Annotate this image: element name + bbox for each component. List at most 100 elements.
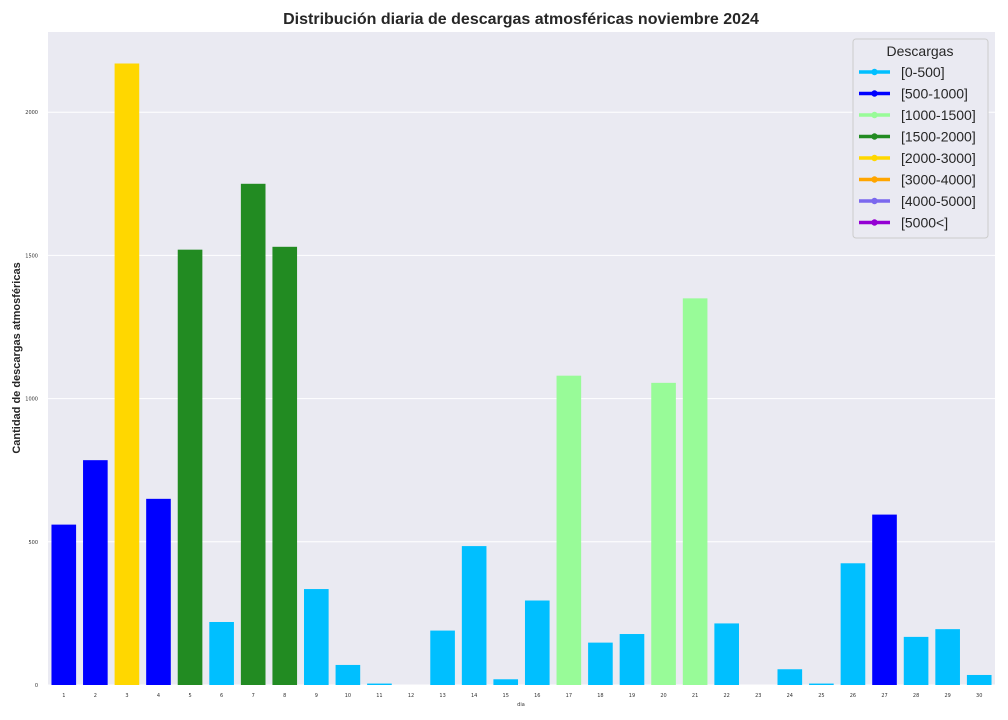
- x-tick-labels: 1 2 3 4 5 6 7 8 9 10 11 12 13 14 15 16 17 18 19 20 21 22 23 24 2…: [62, 693, 982, 699]
- legend-items: [0-500] [500-1000] [1000-1500] [1500-2000] […: [859, 64, 976, 231]
- bar: [367, 683, 392, 685]
- bar: [588, 642, 613, 685]
- legend-label: [3000-4000]: [901, 172, 976, 188]
- x-tick-label: 12: [408, 693, 414, 699]
- legend-item: [4000-5000]: [859, 193, 976, 209]
- bar: [430, 630, 455, 685]
- legend-swatch-marker: [871, 176, 878, 183]
- x-tick-label: 27: [881, 693, 887, 699]
- x-tick-label: 25: [818, 693, 824, 699]
- bar: [966, 674, 992, 685]
- grid-lines: [48, 111, 995, 686]
- x-tick-label: 17: [566, 693, 572, 699]
- bar: [146, 498, 171, 685]
- x-tick-label: 4: [157, 693, 160, 699]
- bar: [304, 589, 329, 685]
- bar: [872, 514, 897, 685]
- y-tick-label: 0: [35, 683, 38, 689]
- y-tick-label: 1000: [25, 397, 38, 403]
- legend-box: [852, 38, 989, 239]
- x-tick-label: 29: [944, 693, 950, 699]
- bar: [903, 636, 929, 685]
- legend-item: [0-500]: [859, 64, 945, 80]
- bar: [335, 664, 361, 685]
- bar: [935, 629, 960, 685]
- chart-title: Distribución diaria de descargas atmosfé…: [283, 11, 759, 28]
- legend-item: [500-1000]: [859, 86, 968, 102]
- bar: [272, 246, 298, 686]
- bar: [524, 600, 550, 685]
- legend-item: [3000-4000]: [859, 172, 976, 188]
- legend-label: [4000-5000]: [901, 193, 976, 209]
- bar: [177, 249, 203, 685]
- legend-swatch-marker: [871, 68, 878, 76]
- legend-title: Descargas: [887, 43, 954, 59]
- x-tick-label: 14: [471, 693, 477, 699]
- x-tick-label: 1: [62, 693, 65, 699]
- x-tick-label: 7: [252, 693, 255, 699]
- x-tick-label: 6: [220, 693, 223, 699]
- bar: [240, 183, 266, 685]
- x-tick-label: 19: [629, 693, 635, 699]
- x-tick-label: 28: [913, 693, 919, 699]
- bar: [714, 623, 739, 685]
- x-axis-label: dia: [517, 702, 525, 708]
- bar: [51, 524, 77, 685]
- bar: [809, 683, 834, 685]
- x-tick-label: 30: [976, 693, 982, 699]
- x-tick-label: 18: [597, 693, 603, 699]
- x-tick-label: 20: [660, 693, 666, 699]
- legend-label: [500-1000]: [901, 86, 968, 102]
- legend-swatch-marker: [871, 154, 878, 162]
- x-tick-label: 24: [787, 693, 793, 699]
- legend-label: [1000-1500]: [901, 107, 976, 123]
- bar: [777, 669, 803, 685]
- legend: Descargas [0-500] [500-1000] [1000-1500] [1…: [852, 38, 989, 239]
- x-tick-label: 11: [376, 693, 382, 699]
- x-tick-label: 5: [188, 693, 191, 699]
- legend-item: [1000-1500]: [859, 107, 976, 123]
- legend-label: [1500-2000]: [901, 129, 976, 145]
- bar: [461, 546, 487, 685]
- bar: [209, 621, 234, 685]
- bar: [682, 298, 708, 685]
- x-tick-label: 2: [94, 693, 97, 699]
- legend-item: [2000-3000]: [859, 150, 976, 166]
- bars: [51, 63, 992, 686]
- bar: [493, 679, 519, 685]
- bar: [114, 63, 140, 685]
- x-tick-label: 21: [692, 693, 698, 699]
- legend-item: [5000<]: [859, 215, 948, 231]
- x-tick-label: 9: [315, 693, 318, 699]
- x-tick-label: 15: [503, 693, 509, 699]
- legend-swatch-marker: [871, 197, 878, 205]
- bar: [556, 375, 582, 685]
- legend-swatch-marker: [871, 133, 878, 140]
- x-tick-label: 10: [345, 693, 351, 699]
- plot-area: [48, 32, 995, 685]
- x-tick-label: 22: [723, 693, 729, 699]
- y-tick-label: 1500: [25, 253, 38, 259]
- bar: [840, 563, 866, 685]
- legend-label: [2000-3000]: [901, 150, 976, 166]
- bar: [83, 460, 108, 685]
- x-tick-label: 8: [283, 693, 286, 699]
- legend-swatch-marker: [871, 90, 878, 97]
- x-tick-label: 16: [534, 693, 540, 699]
- y-tick-label: 2000: [25, 110, 38, 116]
- legend-item: [1500-2000]: [859, 129, 976, 145]
- bar: [651, 382, 676, 685]
- legend-swatch-marker: [871, 111, 878, 119]
- x-tick-label: 3: [125, 693, 128, 699]
- x-tick-label: 23: [755, 693, 761, 699]
- legend-label: [0-500]: [901, 64, 945, 80]
- y-axis-label: Cantidad de descargas atmosféricas: [11, 262, 23, 453]
- x-tick-label: 13: [439, 693, 445, 699]
- y-tick-label: 500: [28, 540, 38, 546]
- legend-label: [5000<]: [901, 215, 948, 231]
- y-tick-labels: 0 500 1000 1500 2000: [25, 110, 38, 689]
- bar: [619, 634, 645, 685]
- x-tick-label: 26: [850, 693, 856, 699]
- legend-swatch-marker: [871, 219, 878, 226]
